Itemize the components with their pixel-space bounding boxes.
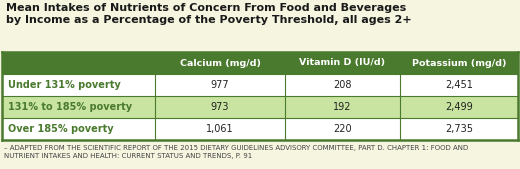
Text: Potassium (mg/d): Potassium (mg/d) [412, 58, 506, 67]
Bar [285, 96, 400, 118]
Bar [2, 52, 518, 74]
Text: 977: 977 [211, 80, 229, 90]
Text: 131% to 185% poverty: 131% to 185% poverty [8, 102, 132, 112]
Text: 2,499: 2,499 [445, 102, 473, 112]
Bar [155, 118, 285, 140]
Text: 1,061: 1,061 [206, 124, 234, 134]
Text: 973: 973 [211, 102, 229, 112]
Bar [155, 74, 285, 96]
Text: 208: 208 [333, 80, 352, 90]
Bar [2, 96, 155, 118]
Text: 2,451: 2,451 [445, 80, 473, 90]
Bar [285, 118, 400, 140]
Text: Vitamin D (IU/d): Vitamin D (IU/d) [300, 58, 385, 67]
Bar [2, 52, 518, 140]
Text: Under 131% poverty: Under 131% poverty [8, 80, 121, 90]
Text: Over 185% poverty: Over 185% poverty [8, 124, 114, 134]
Bar [155, 96, 285, 118]
Bar [2, 74, 155, 96]
Text: – ADAPTED FROM THE SCIENTIFIC REPORT OF THE 2015 DIETARY GUIDELINES ADVISORY COM: – ADAPTED FROM THE SCIENTIFIC REPORT OF … [4, 145, 468, 159]
Text: Calcium (mg/d): Calcium (mg/d) [179, 58, 261, 67]
Text: Mean Intakes of Nutrients of Concern From Food and Beverages
by Income as a Perc: Mean Intakes of Nutrients of Concern Fro… [6, 3, 412, 25]
Text: 2,735: 2,735 [445, 124, 473, 134]
Bar [400, 96, 518, 118]
Bar [285, 74, 400, 96]
Bar [400, 118, 518, 140]
Bar [2, 118, 155, 140]
Text: 220: 220 [333, 124, 352, 134]
Text: 192: 192 [333, 102, 352, 112]
Bar [400, 74, 518, 96]
